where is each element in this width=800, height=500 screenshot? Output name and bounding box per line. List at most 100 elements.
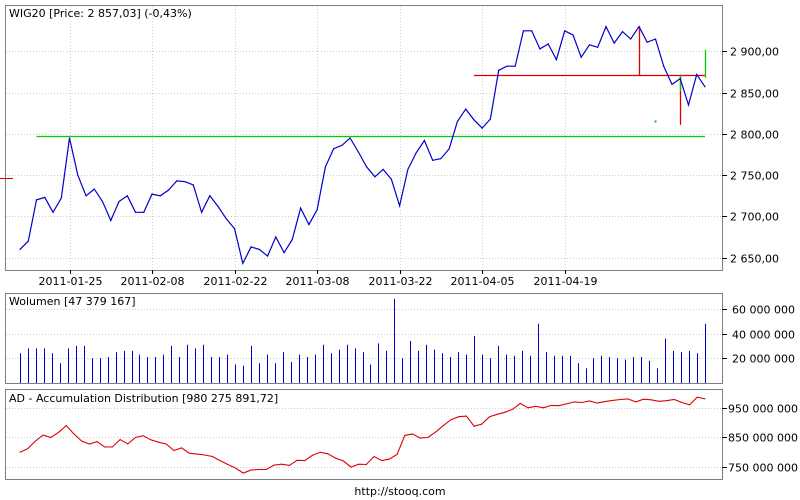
ad-y-ticks: 750 000 000 850 000 000 950 000 000 bbox=[722, 403, 798, 475]
volume-y-tick-label: 40 000 000 bbox=[732, 329, 795, 342]
price-point bbox=[481, 127, 483, 129]
price-point bbox=[201, 211, 203, 213]
ad-grid bbox=[6, 408, 722, 468]
price-point bbox=[184, 181, 186, 183]
ad-point bbox=[535, 405, 537, 407]
volume-panel-title: Wolumen [47 379 167] bbox=[9, 295, 136, 308]
ad-point bbox=[412, 433, 413, 435]
ad-point bbox=[496, 413, 498, 415]
ad-point bbox=[358, 463, 360, 465]
price-point bbox=[151, 193, 153, 195]
source-url-link[interactable]: http://stooq.com bbox=[354, 485, 445, 498]
price-point bbox=[555, 59, 558, 61]
price-point bbox=[242, 262, 244, 264]
price-point bbox=[77, 174, 79, 176]
price-point bbox=[176, 180, 178, 182]
price-point bbox=[522, 30, 525, 32]
ad-point bbox=[489, 416, 490, 418]
ad-point bbox=[635, 401, 637, 403]
ad-point bbox=[666, 400, 667, 402]
ad-point bbox=[696, 396, 698, 398]
volume-y-ticks: 20 000 000 40 000 000 60 000 000 bbox=[722, 304, 795, 366]
ad-point bbox=[596, 402, 598, 404]
price-point bbox=[333, 148, 335, 150]
ad-point bbox=[373, 456, 375, 457]
ad-point bbox=[458, 416, 460, 418]
price-point bbox=[44, 196, 46, 198]
volume-bars bbox=[20, 298, 706, 383]
price-point bbox=[654, 38, 657, 40]
ad-point bbox=[296, 459, 298, 461]
ad-point bbox=[342, 460, 344, 462]
ad-point bbox=[235, 467, 236, 469]
ad-series bbox=[19, 396, 706, 474]
ad-point bbox=[473, 425, 475, 427]
price-point bbox=[19, 248, 21, 250]
ad-point bbox=[427, 437, 429, 438]
price-point bbox=[60, 197, 62, 199]
ad-point bbox=[627, 398, 629, 400]
ad-point bbox=[381, 460, 383, 462]
ad-panel-title: AD - Accumulation Distribution [980 275 … bbox=[9, 392, 278, 405]
ad-point bbox=[504, 411, 506, 413]
price-y-tick-label: 2 650,00 bbox=[730, 253, 779, 266]
ad-point bbox=[689, 404, 691, 406]
price-y-tick-label: 2 750,00 bbox=[730, 170, 779, 183]
ad-point bbox=[242, 472, 244, 474]
price-point bbox=[324, 166, 326, 168]
price-point bbox=[27, 240, 29, 242]
price-point bbox=[613, 42, 615, 44]
price-point bbox=[704, 86, 706, 88]
ad-y-tick-label: 950 000 000 bbox=[728, 403, 798, 416]
price-point bbox=[382, 168, 384, 170]
price-point bbox=[192, 184, 194, 186]
price-point bbox=[250, 246, 252, 248]
ad-point bbox=[42, 434, 44, 436]
ad-y-tick-label: 750 000 000 bbox=[728, 462, 798, 475]
ad-point bbox=[273, 464, 275, 466]
price-point bbox=[646, 41, 648, 43]
ad-point bbox=[388, 458, 390, 460]
price-point bbox=[349, 137, 351, 139]
ad-point bbox=[88, 443, 90, 445]
ad-point bbox=[558, 405, 560, 407]
ad-point bbox=[81, 440, 83, 442]
price-point bbox=[440, 158, 442, 160]
price-overlays bbox=[36, 26, 707, 138]
price-point bbox=[35, 199, 38, 201]
price-point bbox=[110, 219, 112, 222]
price-point bbox=[687, 104, 690, 106]
price-point bbox=[671, 83, 673, 85]
price-point bbox=[531, 30, 533, 32]
price-point bbox=[209, 195, 211, 197]
price-point bbox=[696, 73, 698, 76]
ad-point bbox=[211, 456, 213, 457]
price-point bbox=[605, 26, 607, 28]
price-point bbox=[580, 56, 582, 58]
price-x-tick-label: 2011-04-19 bbox=[534, 275, 598, 288]
price-point bbox=[267, 255, 269, 257]
price-point bbox=[679, 78, 681, 80]
ad-point bbox=[673, 399, 675, 400]
price-x-ticks: 2011-01-25 2011-02-08 2011-02-22 2011-03-08… bbox=[39, 270, 598, 288]
price-point bbox=[473, 119, 475, 121]
price-point bbox=[390, 178, 392, 180]
ad-y-tick-label: 850 000 000 bbox=[728, 432, 798, 445]
ad-point bbox=[150, 439, 152, 441]
price-point bbox=[85, 195, 87, 197]
price-y-tick-label: 2 800,00 bbox=[730, 129, 779, 142]
volume-y-tick-label: 20 000 000 bbox=[732, 353, 795, 366]
price-point bbox=[489, 118, 491, 120]
ad-point bbox=[165, 443, 167, 445]
ad-point bbox=[335, 457, 337, 459]
volume-y-tick-label: 60 000 000 bbox=[732, 304, 795, 317]
ad-point bbox=[481, 423, 483, 425]
ad-point bbox=[73, 433, 75, 435]
ad-point bbox=[365, 464, 367, 465]
price-series bbox=[19, 25, 706, 266]
price-point bbox=[341, 144, 343, 146]
ad-point bbox=[658, 400, 660, 402]
price-point bbox=[143, 211, 145, 213]
price-y-tick-label: 2 700,00 bbox=[730, 211, 779, 224]
